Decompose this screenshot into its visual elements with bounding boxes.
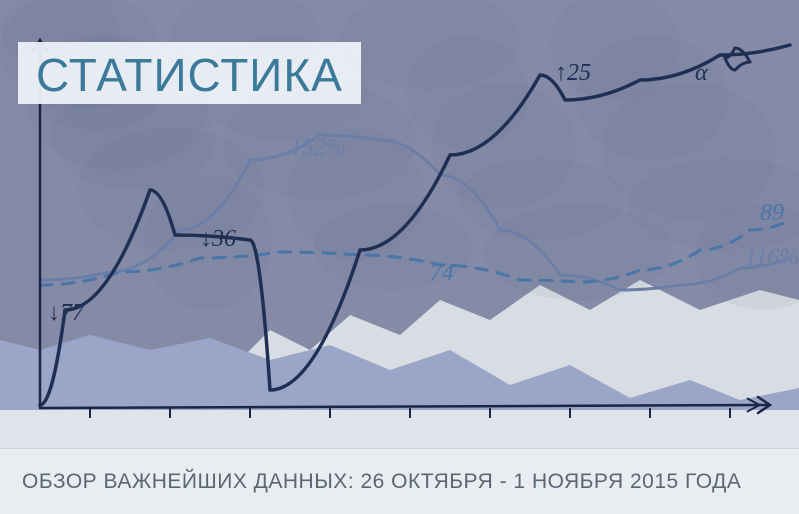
caption-text: ОБЗОР ВАЖНЕЙШИХ ДАННЫХ: 26 ОКТЯБРЯ - 1 Н… (22, 470, 741, 494)
caption-bar: ОБЗОР ВАЖНЕЙШИХ ДАННЫХ: 26 ОКТЯБРЯ - 1 Н… (0, 448, 799, 514)
page-title: СТАТИСТИКА (36, 48, 343, 102)
title-box: СТАТИСТИКА (18, 42, 361, 104)
